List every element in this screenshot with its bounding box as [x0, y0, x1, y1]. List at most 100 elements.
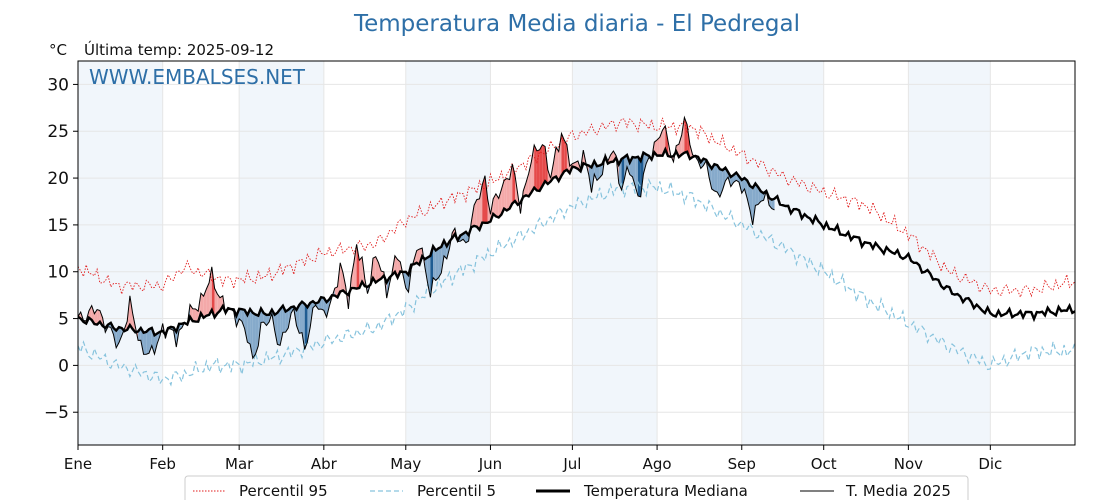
- anomaly-fill-day-206: [637, 156, 641, 197]
- last-temp-label: Última temp: 2025-09-12: [84, 40, 274, 59]
- y-tick-label-25: 25: [47, 122, 69, 142]
- anomaly-fill-day-110: [375, 256, 379, 283]
- anomaly-fill-day-82: [299, 301, 302, 334]
- anomaly-fill-day-85: [307, 302, 311, 342]
- anomaly-fill-day-232: [708, 164, 712, 189]
- anomaly-fill-day-196: [610, 150, 614, 163]
- anomaly-fill-day-125: [416, 249, 420, 265]
- anomaly-fill-day-246: [747, 180, 750, 211]
- anomaly-fill-day-103: [356, 244, 360, 289]
- anomaly-fill-day-170: [539, 144, 543, 191]
- anomaly-fill-day-207: [640, 152, 644, 197]
- y-tick-label-20: 20: [47, 169, 69, 189]
- anomaly-fill-day-25: [143, 331, 147, 355]
- anomaly-fill-day-165: [525, 173, 529, 197]
- anomaly-fill-day-179: [564, 139, 567, 172]
- anomaly-fill-day-129: [427, 255, 431, 298]
- anomaly-fill-day-132: [435, 248, 439, 281]
- anomaly-fill-day-48: [206, 282, 210, 316]
- anomaly-fill-day-249: [755, 183, 759, 206]
- legend-p95-label: Percentil 95: [239, 482, 328, 500]
- anomaly-fill-day-223: [684, 117, 688, 153]
- anomaly-fill-day-46: [200, 293, 204, 318]
- anomaly-fill-day-192: [599, 164, 603, 178]
- y-tick-label-10: 10: [47, 263, 69, 283]
- anomaly-fill-day-65: [252, 312, 256, 359]
- month-band-jul: [572, 61, 658, 445]
- anomaly-fill-day-221: [678, 135, 682, 158]
- x-tick-label-oct: Oct: [811, 455, 837, 473]
- anomaly-fill-day-24: [140, 327, 144, 355]
- anomaly-fill-day-62: [244, 309, 248, 343]
- anomaly-fill-day-102: [353, 244, 357, 289]
- x-tick-label-jun: Jun: [478, 455, 502, 473]
- anomaly-fill-day-131: [433, 246, 436, 281]
- anomaly-fill-day-90: [321, 297, 324, 311]
- anomaly-fill-day-176: [556, 147, 559, 182]
- anomaly-fill-day-236: [719, 169, 723, 197]
- anomaly-fill-day-222: [681, 117, 685, 155]
- anomaly-fill-day-166: [528, 161, 532, 197]
- anomaly-fill-day-133: [438, 246, 442, 278]
- anomaly-fill-day-154: [495, 193, 499, 218]
- legend-median-label: Temperatura Mediana: [583, 482, 748, 500]
- anomaly-fill-day-167: [531, 145, 535, 193]
- anomaly-fill-day-109: [373, 256, 376, 283]
- anomaly-fill-day-171: [542, 144, 546, 186]
- month-bands: [78, 61, 991, 445]
- anomaly-fill-day-159: [509, 164, 513, 209]
- anomaly-fill-day-83: [301, 301, 305, 350]
- anomaly-fill-day-63: [247, 309, 251, 345]
- anomaly-fill-day-130: [430, 246, 434, 298]
- y-tick-label-15: 15: [47, 216, 69, 236]
- series-lines: [77, 115, 1076, 387]
- anomaly-fill-day-169: [536, 149, 540, 191]
- x-tick-label-ene: Ene: [64, 455, 92, 473]
- anomaly-fill-day-168: [534, 145, 537, 191]
- x-tick-label-jul: Jul: [562, 455, 581, 473]
- anomaly-fill-day-97: [340, 262, 343, 292]
- anomaly-fill-day-146: [474, 199, 477, 227]
- anomaly-fill-day-16: [118, 327, 122, 343]
- legend: Percentil 95 Percentil 5 Temperatura Med…: [184, 475, 969, 500]
- anomaly-fill-day-157: [504, 178, 507, 211]
- watermark: WWW.EMBALSES.NET: [89, 65, 306, 89]
- anomaly-fill-day-47: [203, 289, 207, 318]
- anomaly-fill-day-177: [558, 133, 562, 182]
- plot-frame: [77, 60, 1076, 446]
- anomaly-fill-day-247: [749, 185, 753, 225]
- median-line: [77, 146, 1076, 338]
- anomaly-fill-day-158: [506, 178, 510, 211]
- anomaly-fill-day-60: [239, 308, 242, 322]
- anomaly-fill-day-15: [116, 327, 119, 348]
- anomaly-fill-day-245: [744, 177, 748, 199]
- y-tick-label--5: −5: [44, 403, 69, 423]
- anomaly-fill-day-201: [624, 155, 628, 180]
- x-tick-label-sep: Sep: [728, 455, 756, 473]
- month-band-sep: [741, 61, 824, 445]
- y-tick-label-30: 30: [47, 75, 69, 95]
- anomaly-fill-day-51: [214, 288, 218, 318]
- x-tick-label-mar: Mar: [225, 455, 254, 473]
- x-axis: Ene Feb Mar Abr May Jun Jul Ago Sep Oct Nov Dic: [64, 445, 1002, 473]
- anomaly-fill-day-237: [722, 167, 726, 190]
- anomaly-fill-day-134: [441, 240, 445, 273]
- anomaly-fill-day-43: [192, 308, 196, 322]
- x-tick-label-abr: Abr: [311, 455, 338, 473]
- month-band-ene: [78, 61, 163, 445]
- anomaly-fill-day-208: [643, 152, 647, 175]
- anomaly-fill-day-20: [129, 295, 133, 329]
- anomaly-fill-day-44: [195, 309, 199, 322]
- current-2025-line: [77, 115, 775, 360]
- anomaly-fill-day-26: [146, 329, 150, 355]
- anomaly-fill-day-77: [285, 309, 289, 333]
- anomaly-fill-day-74: [277, 309, 281, 346]
- x-tick-label-ago: Ago: [643, 455, 672, 473]
- anomaly-fill-day-191: [596, 165, 600, 181]
- anomaly-fill-day-61: [241, 309, 245, 329]
- y-tick-label-0: 0: [58, 356, 69, 376]
- x-tick-label-nov: Nov: [894, 455, 923, 473]
- anomaly-fill-day-213: [657, 137, 660, 156]
- anomaly-fill-day-255: [771, 198, 775, 210]
- anomaly-fill-day-153: [493, 193, 496, 217]
